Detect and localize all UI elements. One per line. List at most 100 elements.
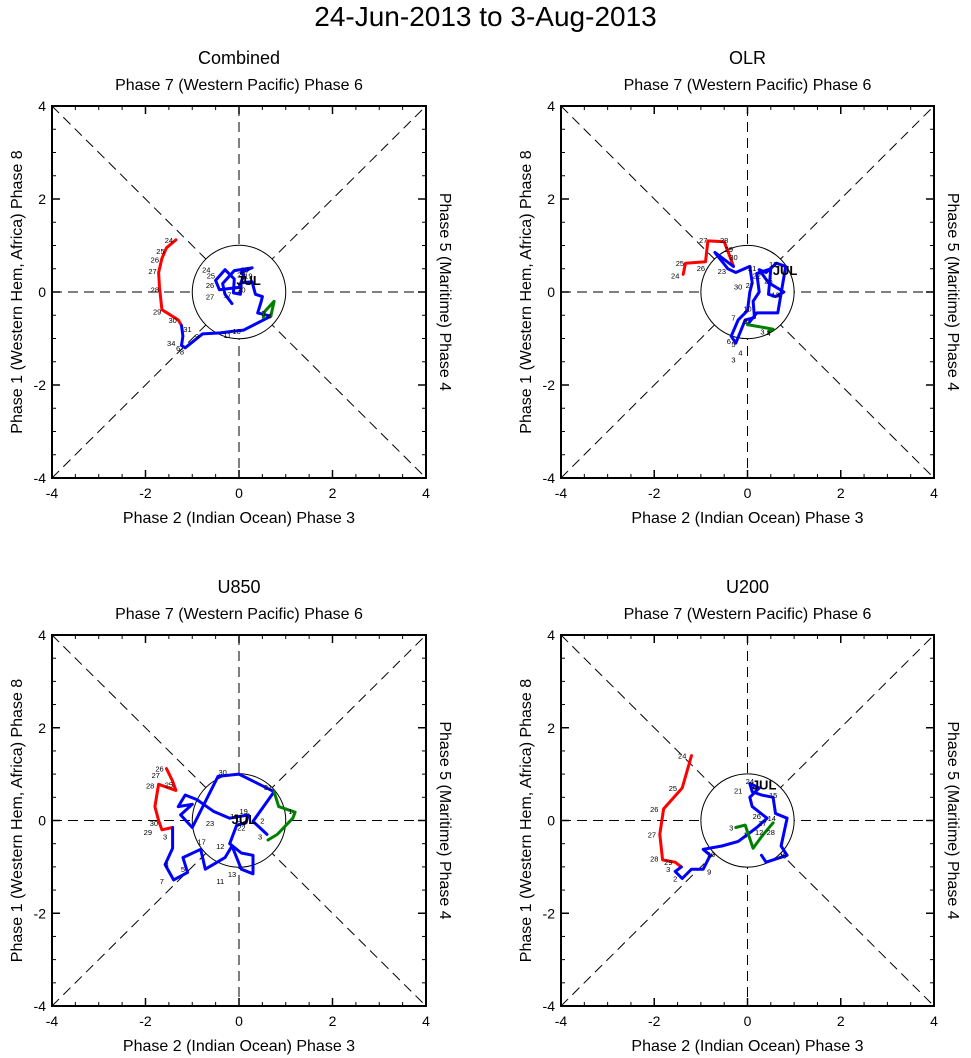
day-label: 25 [778,851,786,860]
x-tick-label: 2 [329,485,337,501]
day-label: 9 [707,868,711,877]
month-label: JUL [232,812,257,827]
panel-title: U200 [726,577,769,597]
y-tick-label: -2 [543,377,556,393]
panel-combined: Combined Phase 7 (Western Pacific) Phase … [9,48,453,527]
day-label: 1 [743,830,747,839]
day-label: 22 [237,823,245,832]
x-tick-label: -2 [139,1013,152,1029]
day-label: 1 [288,807,292,816]
day-label: 6 [727,337,731,346]
y-tick-label: 0 [38,284,46,300]
day-label: 29 [153,308,161,317]
day-label: 23 [206,819,214,828]
figure-title: 24-Jun-2013 to 3-Aug-2013 [314,1,657,32]
panel-title: OLR [729,48,766,68]
y-tick-label: -4 [543,998,556,1014]
y-tick-label: -4 [34,470,47,486]
day-label: 7 [731,314,735,323]
y-tick-label: 4 [547,98,555,114]
day-label: 22 [753,272,761,281]
day-label: 3 [666,865,670,874]
y-tick-label: 4 [38,627,46,643]
day-label: 20 [237,286,245,295]
day-label: 6 [176,344,180,353]
day-label: 18 [230,812,238,821]
day-label: 12 [755,828,763,837]
y-tick-label: 2 [547,191,555,207]
day-label: 3 [731,355,735,364]
day-label: 25 [764,276,772,285]
y-tick-label: -4 [34,998,47,1014]
x-tick-label: 0 [235,1013,243,1029]
day-label: 24 [678,752,686,761]
right-axis-label: Phase 5 (Maritime) Phase 4 [944,721,961,919]
day-label: 12 [769,260,777,269]
day-label: 26 [206,281,214,290]
x-tick-label: -4 [46,1013,59,1029]
day-label: 23 [718,267,726,276]
day-label: 28 [767,828,775,837]
day-label: 27 [746,281,754,290]
x-tick-label: -2 [139,485,152,501]
top-axis-label: Phase 7 (Western Pacific) Phase 6 [624,77,872,94]
top-axis-label: Phase 7 (Western Pacific) Phase 6 [115,606,363,623]
day-label: 27 [206,293,214,302]
day-label: 5 [181,865,185,874]
right-axis-label: Phase 5 (Maritime) Phase 4 [944,193,961,391]
y-tick-label: 2 [547,720,555,736]
day-label: 4 [267,311,271,320]
day-label: 27 [152,771,160,780]
day-label: 17 [197,837,205,846]
x-tick-label: 2 [837,1013,845,1029]
x-tick-label: 4 [422,1013,430,1029]
day-label: 34 [167,339,175,348]
series-line-june [681,239,735,276]
day-label: 17 [223,290,231,299]
x-tick-label: 0 [235,485,243,501]
day-label: 30 [218,768,226,777]
day-label: 24 [237,819,245,828]
right-axis-label: Phase 5 (Maritime) Phase 4 [436,193,453,391]
day-label: 19 [244,272,252,281]
day-label: 2 [673,874,677,883]
month-label: JUL [236,273,261,288]
panel-u200: U200 Phase 7 (Western Pacific) Phase 6 Pha… [518,577,961,1055]
day-label: 27 [648,830,656,839]
series-line-july [180,266,273,350]
y-tick-label: 2 [38,191,46,207]
x-tick-label: -4 [555,1013,568,1029]
top-axis-label: Phase 7 (Western Pacific) Phase 6 [115,77,363,94]
day-label: 24 [165,236,173,245]
y-tick-label: -2 [34,377,47,393]
day-label: 22 [237,270,245,279]
y-tick-label: -4 [543,470,556,486]
day-label: 24 [202,266,210,275]
day-label: 28 [720,236,728,245]
day-label: 5 [261,309,265,318]
day-label: 25 [156,247,164,256]
day-label: 13 [771,290,779,299]
series-line-august [266,790,297,842]
day-label: 30 [150,819,158,828]
series-line-june [153,767,178,832]
x-tick-label: -4 [555,485,568,501]
y-tick-label: 4 [547,627,555,643]
day-label: 3 [163,833,167,842]
series-line-july [673,781,789,880]
right-axis-label: Phase 5 (Maritime) Phase 4 [436,721,453,919]
day-label: 12 [216,842,224,851]
day-label: 3 [258,833,262,842]
day-label: 8 [180,348,184,357]
day-label: 28 [650,855,658,864]
bottom-axis-label: Phase 2 (Indian Ocean) Phase 3 [631,510,863,527]
x-tick-label: 0 [744,485,752,501]
panel-title: Combined [198,48,280,68]
month-label: JUL [773,263,798,278]
bottom-axis-label: Phase 2 (Indian Ocean) Phase 3 [123,1038,355,1055]
day-label: 26 [753,812,761,821]
left-axis-label: Phase 1 (Western Hem, Africa) Phase 8 [9,679,26,962]
left-axis-label: Phase 1 (Western Hem, Africa) Phase 8 [518,679,535,962]
x-tick-label: -2 [648,1013,661,1029]
